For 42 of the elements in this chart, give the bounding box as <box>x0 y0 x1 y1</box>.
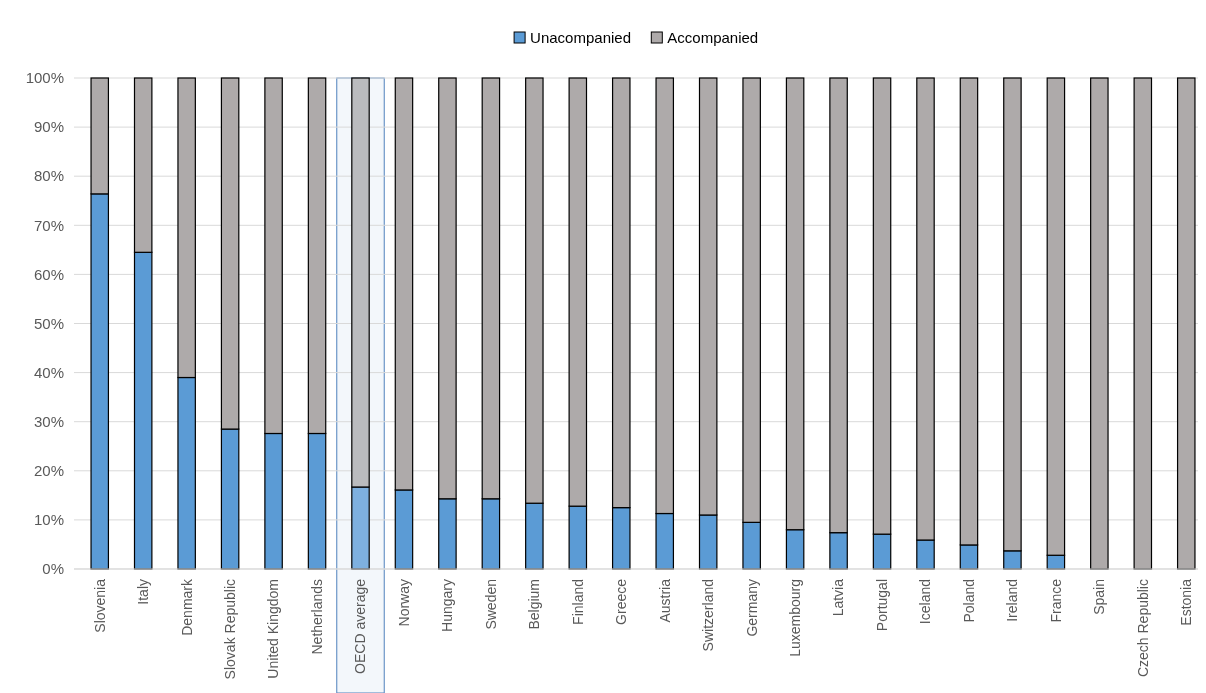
x-tick-label: Finland <box>569 579 586 625</box>
y-tick-label: 50% <box>33 314 64 332</box>
y-tick-label: 20% <box>33 462 64 480</box>
x-tick-label: Netherlands <box>308 579 325 655</box>
x-tick-label: Ireland <box>1004 579 1021 622</box>
y-tick-label: 100% <box>25 69 64 87</box>
legend-label: Unacompanied <box>530 29 632 47</box>
x-tick-label: Slovenia <box>91 578 108 633</box>
x-tick-label: Estonia <box>1178 578 1195 626</box>
y-tick-label: 80% <box>33 167 64 185</box>
legend-label: Accompanied <box>667 29 759 47</box>
x-tick-label: OECD average <box>352 578 369 674</box>
x-tick-label: France <box>1047 578 1064 623</box>
bar <box>1176 77 1196 570</box>
y-tick-label: 0% <box>42 560 64 578</box>
x-tick-label: Iceland <box>917 579 934 625</box>
x-tick-label: Belgium <box>526 579 543 630</box>
bar <box>1133 77 1153 570</box>
y-tick-label: 60% <box>33 265 64 283</box>
y-tick-label: 10% <box>33 511 64 529</box>
x-tick-label: Norway <box>395 579 412 627</box>
y-tick-label: 70% <box>33 216 64 234</box>
x-tick-label: United Kingdom <box>265 579 282 679</box>
y-tick-label: 40% <box>33 363 64 381</box>
x-tick-label: Latvia <box>830 578 847 617</box>
y-tick-label: 30% <box>33 412 64 430</box>
x-tick-label: Slovak Republic <box>222 579 239 680</box>
x-tick-label: Denmark <box>178 578 195 636</box>
x-tick-label: Switzerland <box>700 579 717 652</box>
x-tick-label: Spain <box>1091 579 1108 615</box>
y-tick-label: 90% <box>33 118 64 136</box>
x-tick-label: Greece <box>613 578 630 625</box>
x-tick-label: Czech Republic <box>1134 579 1151 678</box>
x-tick-label: Hungary <box>439 579 456 632</box>
x-tick-label: Poland <box>960 579 977 623</box>
x-tick-label: Portugal <box>873 579 890 632</box>
x-tick-label: Luxembourg <box>787 579 804 657</box>
x-tick-label: Italy <box>135 579 152 605</box>
x-tick-label: Austria <box>656 578 673 623</box>
x-tick-label: Sweden <box>482 579 499 630</box>
bar <box>1090 77 1109 570</box>
x-tick-label: Germany <box>743 579 760 637</box>
